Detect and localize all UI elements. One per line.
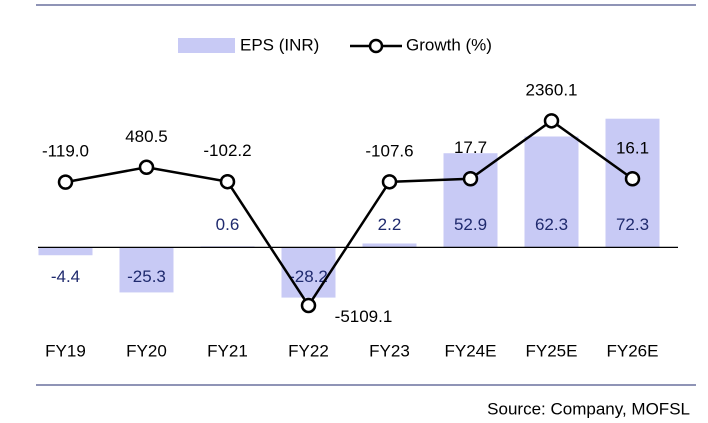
x-tick-label: FY26E (607, 341, 659, 360)
bar (362, 243, 417, 248)
growth-value-label: 2360.1 (526, 80, 578, 99)
legend-label: Growth (%) (406, 35, 492, 54)
bar-value-label: 52.9 (454, 215, 487, 234)
growth-marker (300, 297, 317, 314)
x-tick-label: FY21 (207, 341, 248, 360)
x-tick-label: FY24E (445, 341, 497, 360)
bar (443, 153, 498, 248)
x-tick-label: FY23 (369, 341, 410, 360)
bar (524, 136, 579, 248)
growth-value-label: -5109.1 (335, 307, 393, 326)
bar-value-label: 72.3 (616, 215, 649, 234)
growth-marker (624, 171, 641, 187)
x-tick-label: FY19 (45, 341, 86, 360)
growth-value-label: 16.1 (616, 138, 649, 157)
growth-marker (219, 173, 236, 190)
legend-marker (368, 38, 384, 54)
growth-value-label: -119.0 (42, 142, 89, 161)
growth-marker (138, 159, 155, 176)
growth-value-label: -107.6 (365, 141, 413, 160)
bar-value-label: -4.4 (51, 267, 80, 286)
bar-value-label: 2.2 (378, 215, 402, 234)
growth-marker (57, 174, 74, 190)
bar-value-label: -25.3 (127, 267, 166, 286)
growth-line (65, 119, 634, 308)
x-tick-label: FY25E (526, 341, 578, 360)
bar-value-label: 62.3 (535, 215, 568, 234)
bar (119, 247, 174, 293)
growth-value-label: -102.2 (203, 141, 251, 160)
bar-value-label: -28.2 (289, 267, 328, 286)
legend-swatch (178, 38, 235, 53)
bar-value-label: 0.6 (216, 215, 240, 234)
bar (281, 247, 336, 298)
x-tick-label: FY22 (288, 341, 329, 360)
legend-label: EPS (INR) (240, 35, 319, 54)
bar (38, 247, 93, 256)
growth-marker (381, 174, 398, 190)
growth-value-label: 17.7 (454, 138, 487, 157)
growth-marker (543, 113, 560, 129)
source: Source: Company, MOFSL (487, 399, 690, 418)
growth-marker (462, 170, 479, 187)
growth-value-label: 480.5 (125, 127, 168, 146)
x-tick-label: FY20 (126, 341, 167, 360)
